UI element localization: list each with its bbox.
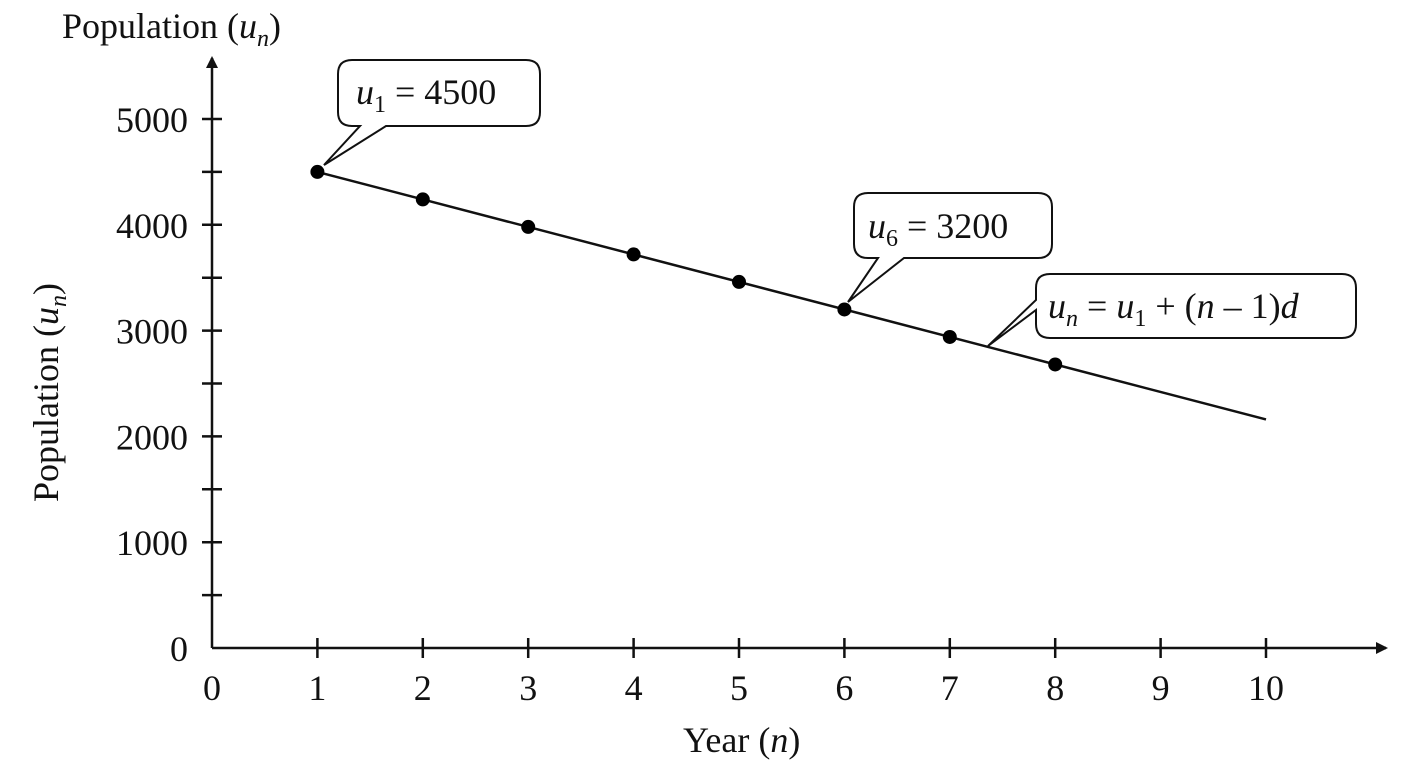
x-tick-label: 3 [519, 668, 537, 708]
data-point [310, 164, 325, 179]
x-tick-label: 0 [203, 668, 221, 708]
callout-u6: u6 = 3200 [847, 192, 1053, 303]
x-ticks: 0 1 2 3 4 5 6 7 8 9 10 [203, 638, 1284, 708]
data-points [310, 164, 1063, 372]
x-tick-label: 8 [1046, 668, 1064, 708]
callout-u1: u1 = 4500 [323, 59, 541, 166]
data-point [1048, 357, 1063, 372]
y-tick-label: 5000 [116, 100, 188, 140]
series-line [317, 170, 1267, 421]
data-point [837, 302, 852, 317]
y-axis-title: Population (un) [26, 283, 72, 502]
data-point [942, 329, 957, 344]
x-tick-label: 10 [1248, 668, 1284, 708]
x-axis-title: Year (n) [683, 720, 800, 760]
x-tick-label: 7 [941, 668, 959, 708]
data-point [521, 219, 536, 234]
x-tick-label: 4 [625, 668, 643, 708]
callout-u6-text: u6 = 3200 [868, 206, 1008, 252]
y-tick-label: 4000 [116, 206, 188, 246]
y-tick-label: 2000 [116, 417, 188, 457]
data-point [626, 247, 641, 262]
y-axis-title-top: Population (un) [62, 6, 281, 52]
callout-u1-text: u1 = 4500 [356, 72, 496, 118]
x-tick-label: 6 [835, 668, 853, 708]
data-point [415, 192, 430, 207]
x-tick-label: 2 [414, 668, 432, 708]
callout-formula: un = u1 + (n – 1)d [987, 273, 1357, 347]
x-tick-label: 1 [308, 668, 326, 708]
y-ticks: 0 1000 2000 3000 4000 5000 [116, 100, 222, 669]
callout-formula-text: un = u1 + (n – 1)d [1048, 286, 1300, 332]
x-tick-label: 9 [1152, 668, 1170, 708]
y-tick-label: 1000 [116, 523, 188, 563]
x-tick-label: 5 [730, 668, 748, 708]
y-tick-label: 3000 [116, 312, 188, 352]
data-point [732, 274, 746, 289]
y-tick-label: 0 [170, 629, 188, 669]
